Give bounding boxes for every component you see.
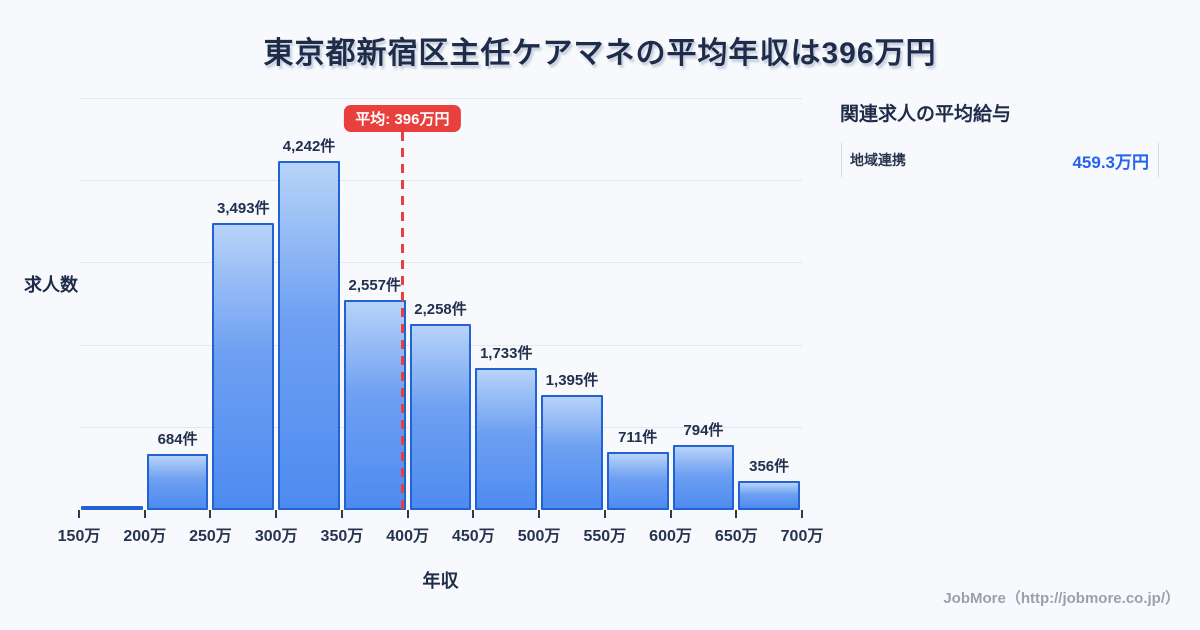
- related-job-value: 459.3万円: [1072, 152, 1149, 172]
- bar-value-label: 1,395件: [545, 372, 599, 390]
- x-tick-label: 450万: [452, 528, 495, 545]
- x-tick-mark: [801, 510, 803, 518]
- bar-value-label: 4,242件: [282, 138, 336, 156]
- x-tick-mark: [538, 510, 541, 518]
- histogram-bar: [146, 453, 209, 510]
- histogram-bar: [212, 222, 275, 510]
- x-tick-mark: [209, 510, 212, 518]
- x-tick-label: 350万: [320, 528, 364, 545]
- gridline: [79, 262, 802, 264]
- footer-brand: JobMore（http://jobmore.co.jp/）: [943, 590, 1180, 607]
- x-tick-label: 300万: [254, 528, 298, 545]
- gridline: [79, 180, 802, 182]
- bar-value-label: 2,258件: [414, 301, 467, 319]
- histogram-bar: [738, 480, 800, 510]
- x-tick-label: 400万: [386, 528, 429, 545]
- bar-value-label: 711件: [618, 428, 658, 446]
- bar-value-label: 684件: [157, 430, 198, 448]
- x-tick-mark: [406, 510, 409, 518]
- x-tick-label: 700万: [780, 528, 824, 545]
- bar-value-label: 356件: [749, 457, 790, 475]
- related-job-row: 地域連携 459.3万円: [841, 143, 1159, 177]
- x-tick-mark: [143, 510, 146, 518]
- average-badge: 平均: 396万円: [344, 105, 461, 132]
- side-panel-heading: 関連求人の平均給与: [840, 104, 1012, 125]
- histogram-bar: [278, 161, 340, 510]
- x-tick-label: 600万: [649, 528, 692, 545]
- x-tick-label: 500万: [517, 528, 561, 545]
- bar-value-label: 3,493件: [217, 199, 270, 217]
- page-title: 東京都新宿区主任ケアマネの平均年収は396万円: [263, 37, 937, 70]
- x-tick-mark: [340, 510, 343, 518]
- histogram-bar: [672, 444, 735, 510]
- histogram-bar: [541, 395, 603, 510]
- x-tick-label: 650万: [714, 528, 758, 545]
- y-axis-label: 求人数: [24, 275, 78, 295]
- x-tick-mark: [275, 510, 278, 518]
- histogram-bar: [606, 451, 669, 510]
- histogram-bar: [81, 505, 143, 510]
- x-tick-mark: [78, 510, 80, 518]
- x-tick-label: 550万: [583, 528, 627, 545]
- x-tick-label: 200万: [123, 528, 167, 545]
- x-tick-label: 150万: [57, 528, 101, 545]
- bar-value-label: 794件: [683, 421, 724, 439]
- x-tick-mark: [669, 510, 672, 518]
- histogram-bar: [409, 324, 472, 510]
- bar-value-label: 2,557件: [348, 276, 402, 294]
- x-tick-mark: [735, 510, 738, 518]
- average-line: [400, 132, 404, 510]
- histogram-bar: [475, 367, 538, 510]
- bar-value-label: 1,733件: [479, 344, 533, 362]
- x-axis-ticks: 150万 200万 250万 300万 350万 400万 450万 500万 550万 600万…: [58, 510, 823, 560]
- related-job-label: 地域連携: [850, 152, 906, 168]
- histogram-bar: [343, 299, 406, 510]
- x-tick-mark: [472, 510, 475, 518]
- x-tick-mark: [603, 510, 606, 518]
- histogram-plot-area: 684件 3,493件 4,242件 2,557件 2,258件 1,733件 1,395件…: [79, 90, 802, 510]
- x-axis-label: 年収: [422, 571, 459, 591]
- x-tick-label: 250万: [189, 528, 232, 545]
- gridline: [79, 98, 802, 100]
